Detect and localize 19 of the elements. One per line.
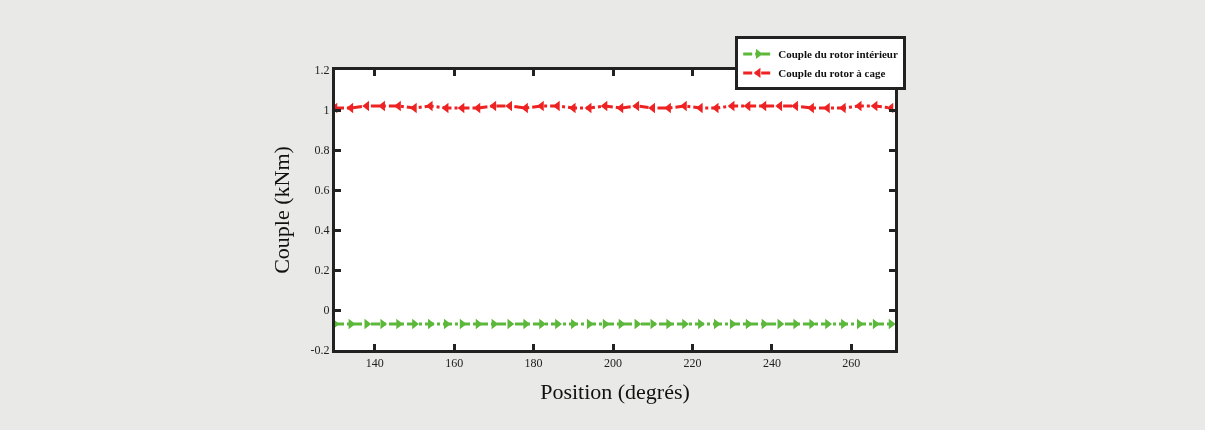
x-tick-label: 220 <box>683 356 702 371</box>
legend-label: Couple du rotor intérieur <box>778 48 898 61</box>
x-tick-label: 240 <box>762 356 781 371</box>
x-tick-label: 200 <box>604 356 623 371</box>
y-tick-label: 0.6 <box>314 183 330 198</box>
x-tick-label: 180 <box>524 356 543 371</box>
x-tick-label: 260 <box>842 356 861 371</box>
x-tick-label: 160 <box>445 356 464 371</box>
y-tick-label: 0.4 <box>314 223 330 238</box>
x-tick-label: 140 <box>365 356 384 371</box>
y-tick-label: 1.2 <box>314 63 330 78</box>
y-tick-label: 1 <box>323 103 330 118</box>
y-tick-label: 0 <box>323 303 330 318</box>
y-tick-label: 0.2 <box>314 263 330 278</box>
y-tick-label: -0.2 <box>310 343 330 358</box>
x-axis-title: Position (degrés) <box>540 379 690 405</box>
y-axis-title: Couple (kNm) <box>269 146 295 274</box>
legend-label: Couple du rotor à cage <box>778 67 886 80</box>
y-tick-label: 0.8 <box>314 143 330 158</box>
